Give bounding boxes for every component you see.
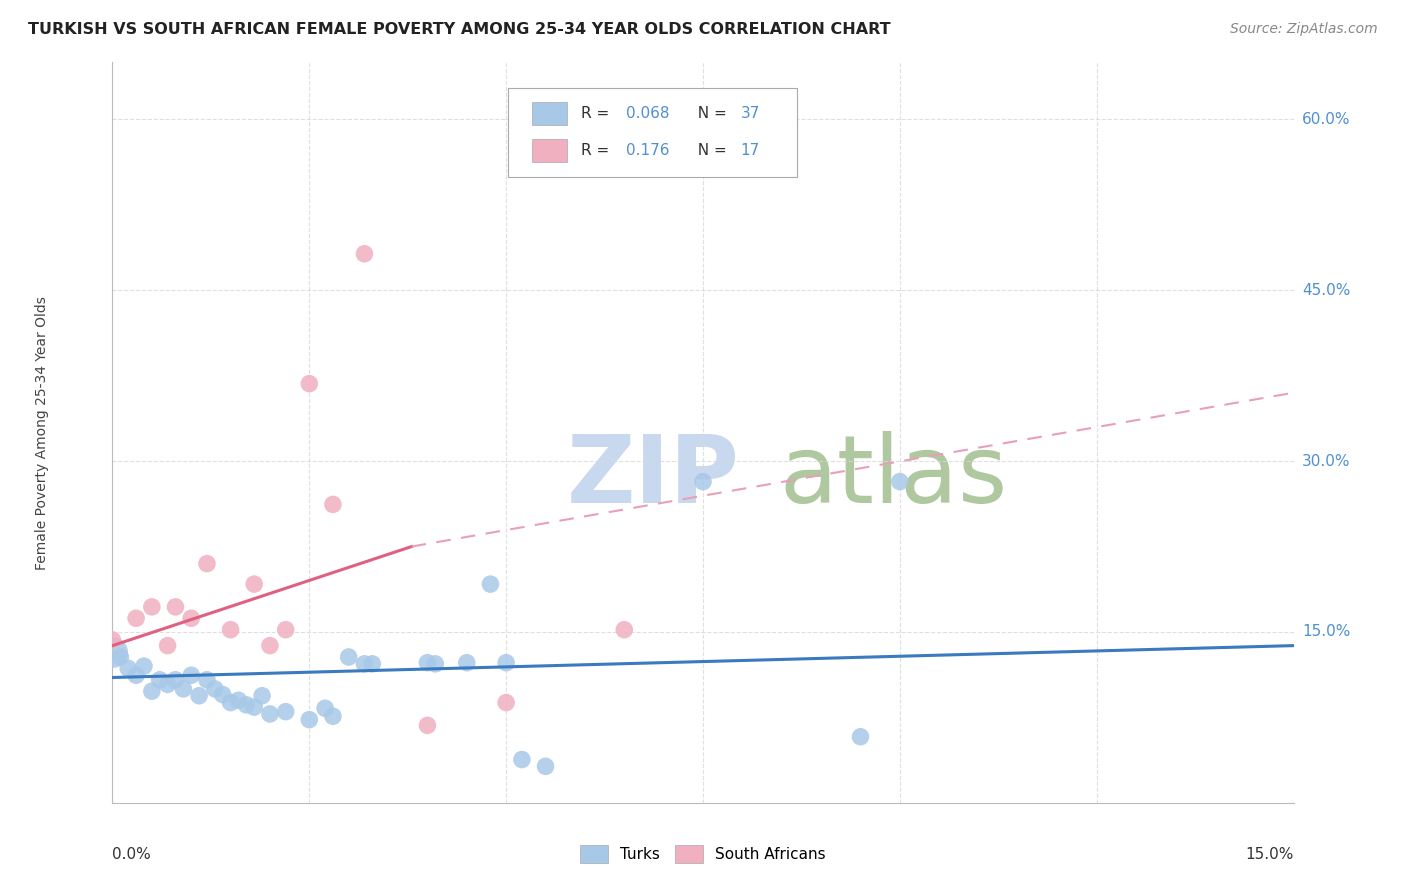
Point [188,689,211,703]
Text: 15.0%: 15.0% [1246,847,1294,863]
Text: N =: N = [688,106,731,121]
Point [219,623,242,637]
Point [180,668,202,682]
Text: 0.0%: 0.0% [112,847,152,863]
Point [219,696,242,710]
Point [416,656,439,670]
Point [211,688,233,702]
Point [165,599,187,614]
Point [250,689,273,703]
Point [337,650,360,665]
Point [274,623,297,637]
Point [195,557,218,571]
Text: 60.0%: 60.0% [1302,112,1350,127]
Point [110,650,132,665]
Point [353,657,375,671]
Point [495,656,517,670]
Point [243,577,266,591]
Text: TURKISH VS SOUTH AFRICAN FEMALE POVERTY AMONG 25-34 YEAR OLDS CORRELATION CHART: TURKISH VS SOUTH AFRICAN FEMALE POVERTY … [28,22,891,37]
Point [156,677,179,691]
Point [322,709,344,723]
Point [117,661,139,675]
Text: ZIP: ZIP [567,431,740,523]
Point [125,668,148,682]
Point [141,684,163,698]
Legend: Turks, South Africans: Turks, South Africans [574,839,832,869]
FancyBboxPatch shape [508,88,797,178]
Point [149,673,172,687]
Point [165,673,187,687]
Point [416,718,439,732]
Text: 45.0%: 45.0% [1302,283,1350,298]
Point [849,730,872,744]
Point [510,752,533,766]
Point [180,611,202,625]
Point [141,599,163,614]
Point [235,698,257,712]
Text: 37: 37 [741,106,761,121]
Point [101,645,124,659]
Point [204,681,226,696]
Text: N =: N = [688,143,731,158]
Point [353,247,375,261]
Point [228,693,250,707]
Text: 17: 17 [741,143,761,158]
Point [613,623,636,637]
Point [132,659,155,673]
Point [314,701,336,715]
Point [456,656,478,670]
Point [101,632,124,647]
FancyBboxPatch shape [531,102,567,126]
Text: atlas: atlas [780,431,1008,523]
Text: 0.176: 0.176 [626,143,669,158]
Point [425,657,447,671]
Text: 0.068: 0.068 [626,106,669,121]
Point [195,673,218,687]
Text: 15.0%: 15.0% [1302,624,1350,640]
Text: 30.0%: 30.0% [1302,454,1350,468]
Point [298,713,321,727]
Point [259,639,281,653]
FancyBboxPatch shape [531,138,567,162]
Point [156,639,179,653]
Point [479,577,502,591]
Point [322,497,344,511]
Text: R =: R = [581,143,620,158]
Point [172,681,194,696]
Point [243,700,266,714]
Point [889,475,911,489]
Text: Source: ZipAtlas.com: Source: ZipAtlas.com [1230,22,1378,37]
Point [692,475,714,489]
Text: Female Poverty Among 25-34 Year Olds: Female Poverty Among 25-34 Year Olds [35,295,49,570]
Point [534,759,557,773]
Text: R =: R = [581,106,614,121]
Point [259,706,281,721]
Point [274,705,297,719]
Point [298,376,321,391]
Point [495,696,517,710]
Point [361,657,384,671]
Point [125,611,148,625]
